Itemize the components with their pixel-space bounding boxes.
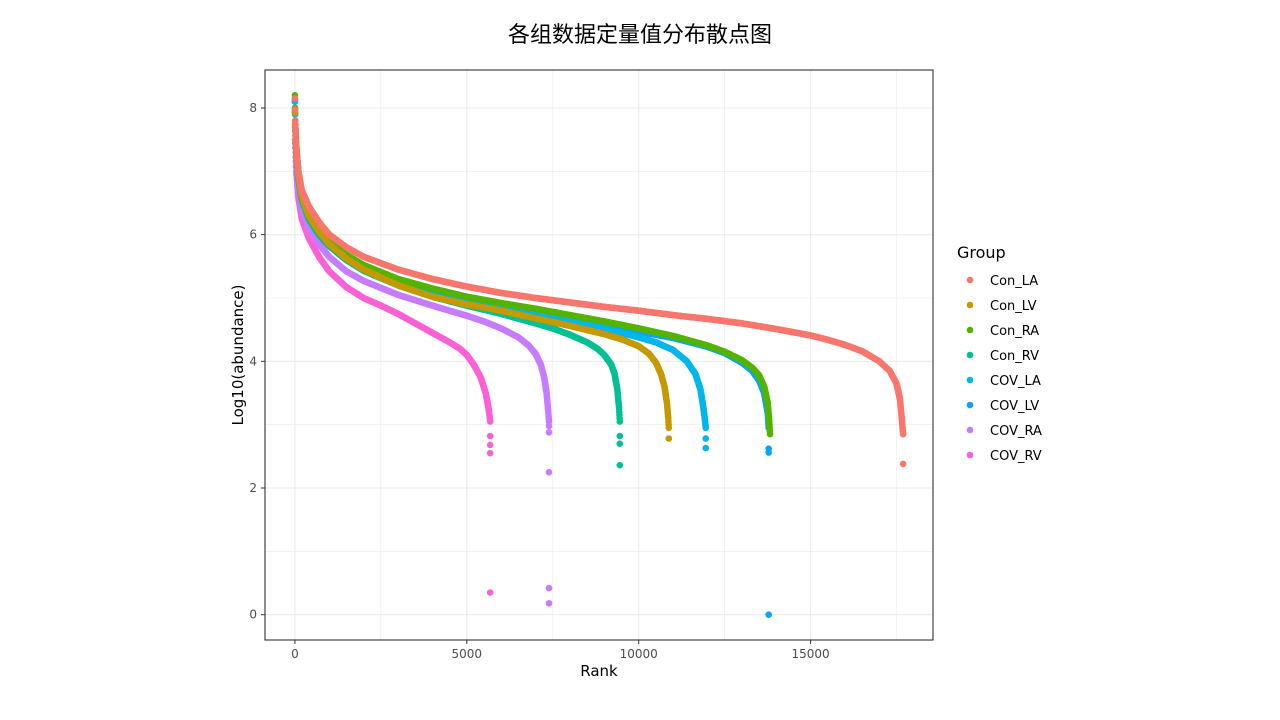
y-tick-label: 0 — [249, 608, 257, 622]
legend: Group Con_LA Con_LV Con_RA Con_RV COV_LA COV_… — [957, 243, 1042, 464]
outlier-point — [616, 461, 624, 469]
y-tick-label: 6 — [249, 228, 257, 242]
outlier-point — [665, 435, 673, 442]
outlier-point — [765, 611, 772, 618]
outlier-point — [765, 449, 772, 456]
legend-key — [966, 376, 974, 384]
data-point — [702, 424, 710, 432]
y-axis-title: Log10(abundance) — [229, 284, 247, 425]
outlier-point — [486, 432, 494, 440]
legend-label: COV_RA — [990, 424, 1042, 439]
data-point — [291, 106, 299, 113]
chart-title: 各组数据定量值分布散点图 — [508, 23, 772, 48]
outlier-point — [486, 449, 494, 457]
outlier-point — [486, 589, 494, 596]
x-tick-label: 5000 — [452, 647, 483, 661]
data-point — [665, 424, 673, 432]
outlier-point — [545, 428, 553, 436]
plot-background — [265, 70, 933, 640]
outlier-point — [545, 584, 553, 592]
legend-label: Con_RV — [990, 349, 1039, 364]
outlier-point — [616, 440, 624, 447]
outlier-point — [486, 441, 494, 449]
outlier-point — [545, 422, 553, 430]
outlier-point — [702, 435, 710, 442]
legend-label: COV_RV — [990, 449, 1042, 464]
y-tick-label: 8 — [249, 101, 257, 115]
legend-label: Con_LV — [990, 299, 1037, 314]
x-tick-label: 10000 — [620, 647, 658, 661]
x-tick-label: 0 — [291, 647, 299, 661]
legend-key — [966, 451, 974, 459]
outlier-point — [702, 444, 710, 452]
legend-label: COV_LV — [990, 399, 1039, 414]
data-point — [291, 95, 299, 102]
data-point — [766, 430, 774, 438]
legend-label: Con_LA — [990, 274, 1038, 289]
data-point — [899, 430, 907, 438]
outlier-point — [545, 599, 553, 607]
grid-lines — [265, 70, 933, 640]
legend-key — [966, 351, 974, 359]
outlier-point — [545, 468, 553, 476]
legend-key — [966, 401, 974, 409]
x-tick-label: 15000 — [792, 647, 830, 661]
legend-key — [966, 301, 974, 309]
x-axis-title: Rank — [580, 662, 618, 680]
legend-title: Group — [957, 243, 1006, 262]
legend-label: Con_RA — [990, 324, 1039, 339]
data-points — [291, 92, 907, 618]
legend-label: COV_LA — [990, 374, 1041, 389]
legend-key — [966, 326, 974, 334]
legend-key — [966, 276, 974, 284]
outlier-point — [899, 460, 907, 468]
data-point — [616, 418, 624, 425]
y-tick-label: 4 — [249, 354, 257, 368]
data-point — [486, 418, 494, 425]
y-tick-label: 2 — [249, 481, 257, 495]
outlier-point — [616, 432, 624, 440]
legend-key — [966, 426, 974, 434]
